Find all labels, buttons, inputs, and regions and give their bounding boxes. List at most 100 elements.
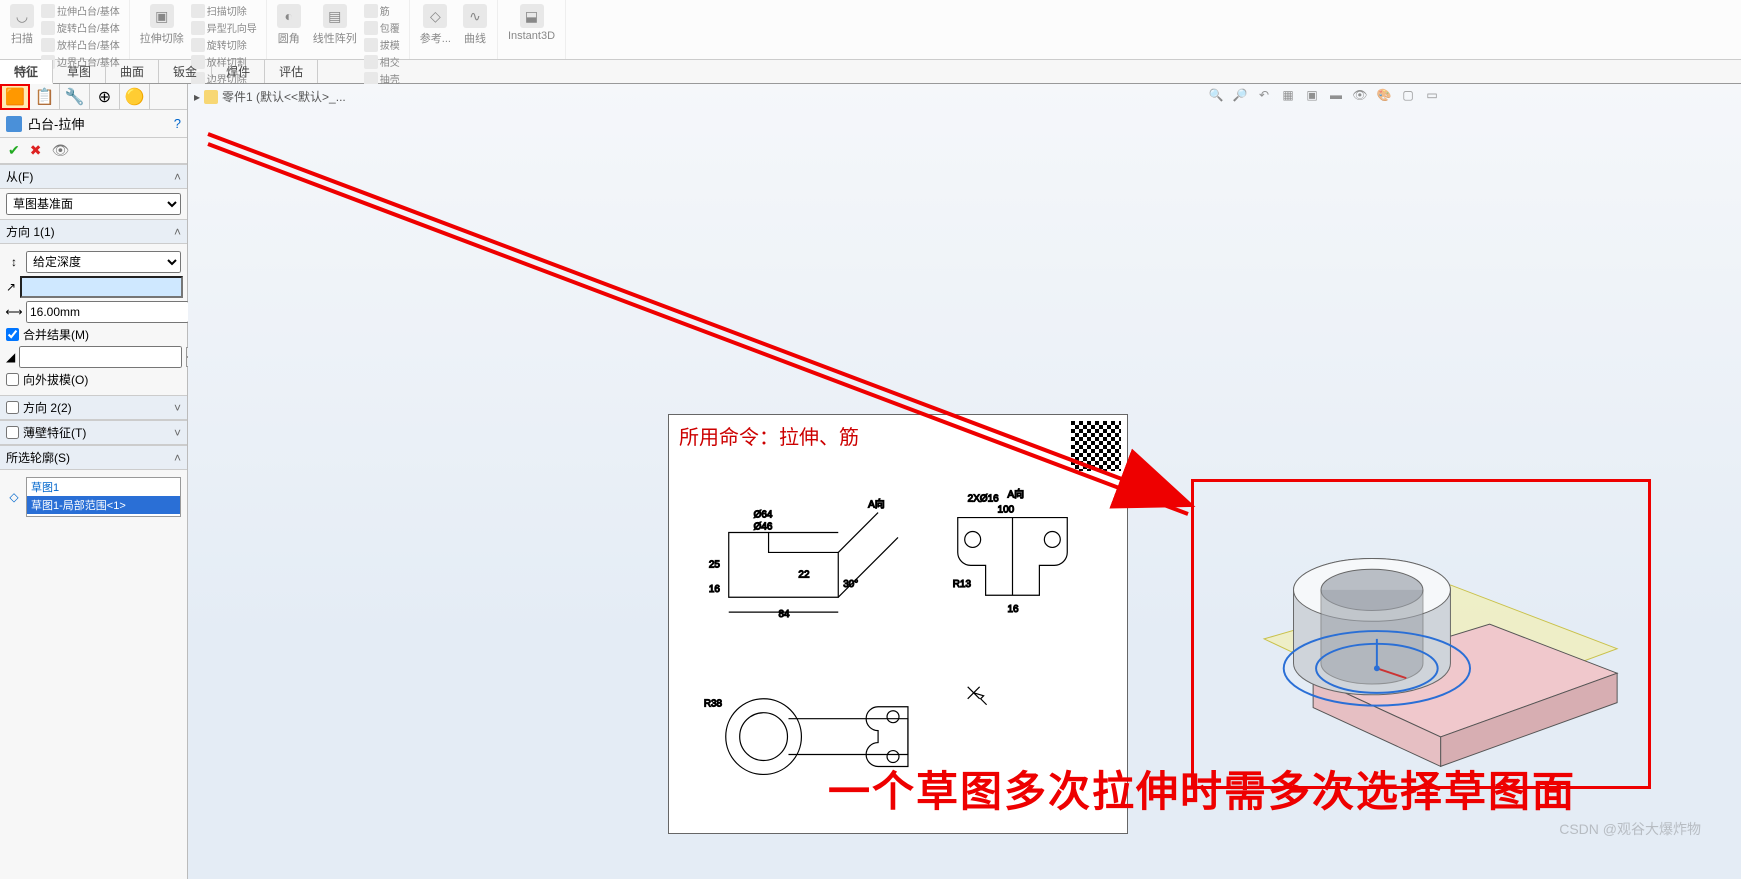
cancel-icon[interactable]: ✖	[30, 142, 42, 159]
draft-outward-checkbox[interactable]	[6, 373, 19, 386]
extrude-icon	[6, 116, 22, 132]
pm-tab-feature-icon[interactable]: 🟧	[0, 84, 30, 110]
svg-text:84: 84	[779, 609, 791, 620]
tab-评估[interactable]: 评估	[265, 60, 318, 83]
zoom-area-icon[interactable]: 🔎	[1231, 86, 1249, 104]
ribbon-small-icon	[191, 4, 205, 18]
qr-code	[1071, 421, 1121, 471]
pm-tab-config-icon[interactable]: 🔧	[60, 84, 90, 110]
dir2-header[interactable]: 方向 2(2) ˅	[0, 395, 187, 420]
chevron-up-icon[interactable]: ˄	[174, 225, 181, 239]
depth-icon: ⟷	[6, 304, 22, 320]
ribbon-small-button[interactable]: 相交	[361, 53, 403, 70]
svg-text:30°: 30°	[843, 579, 858, 590]
part-icon	[204, 90, 218, 104]
dir1-header[interactable]: 方向 1(1) ˄	[0, 219, 187, 244]
chevron-up-icon[interactable]: ˄	[174, 451, 181, 465]
tab-草图[interactable]: 草图	[53, 60, 106, 83]
ribbon-small-button[interactable]: 扫描切除	[188, 2, 260, 19]
confirm-row: ✔ ✖ 👁	[0, 138, 187, 164]
thin-checkbox[interactable]	[6, 426, 19, 439]
chevron-down-icon[interactable]: ˅	[174, 401, 181, 415]
ribbon-small-icon	[41, 38, 55, 52]
draft-input[interactable]	[19, 346, 182, 368]
ribbon-small-button[interactable]: 旋转切除	[188, 36, 260, 53]
contours-header[interactable]: 所选轮廓(S) ˄	[0, 445, 187, 470]
merge-checkbox[interactable]	[6, 328, 19, 341]
tab-曲面[interactable]: 曲面	[106, 60, 159, 83]
svg-text:A向: A向	[868, 498, 885, 511]
prev-view-icon[interactable]: ↶	[1255, 86, 1273, 104]
depth-input[interactable]	[26, 301, 189, 323]
model-highlight-box	[1191, 479, 1651, 789]
preview-icon[interactable]: 👁	[51, 142, 69, 159]
pm-tab-appearance-icon[interactable]: 🟡	[120, 84, 150, 110]
svg-text:100: 100	[998, 505, 1015, 516]
view-orient-icon[interactable]: ▣	[1303, 86, 1321, 104]
ribbon-small-icon	[364, 21, 378, 35]
ribbon-small-button[interactable]: 筋	[361, 2, 403, 19]
draft-icon[interactable]: ◢	[6, 349, 15, 365]
ribbon-icon: ◡	[10, 4, 34, 28]
breadcrumb[interactable]: ▸ 零件1 (默认<<默认>_...	[194, 88, 346, 105]
reverse-dir-icon[interactable]: ↕	[6, 254, 22, 270]
scene-icon[interactable]: ▢	[1399, 86, 1417, 104]
ribbon-button[interactable]: ∿曲线	[459, 2, 491, 48]
pm-tab-display-icon[interactable]: 📋	[30, 84, 60, 110]
ribbon-button[interactable]: ◇参考...	[416, 2, 455, 48]
svg-text:R13: R13	[953, 579, 972, 590]
feature-title-row: 凸台-拉伸 ?	[0, 110, 187, 138]
ribbon-icon: ◇	[423, 4, 447, 28]
svg-text:2XØ16: 2XØ16	[968, 494, 999, 505]
property-manager: 🟧 📋 🔧 ⊕ 🟡 凸台-拉伸 ? ✔ ✖ 👁 从(F) ˄ 草图基准面 方向 …	[0, 84, 188, 879]
contour-list[interactable]: 草图1草图1-局部范围<1>	[26, 477, 181, 517]
ribbon-group: ▣拉伸切除扫描切除异型孔向导旋转切除放样切割边界切除	[130, 0, 267, 59]
chevron-down-icon[interactable]: ˅	[174, 426, 181, 440]
hide-show-icon[interactable]: 👁	[1351, 86, 1369, 104]
end-condition-select[interactable]: 给定深度	[26, 251, 181, 273]
display-style-icon[interactable]: ▬	[1327, 86, 1345, 104]
ribbon-small-button[interactable]: 包覆	[361, 19, 403, 36]
ribbon-button[interactable]: ⬓Instant3D	[504, 2, 559, 44]
tab-特征[interactable]: 特征	[0, 60, 53, 84]
direction-input[interactable]	[20, 276, 183, 298]
ribbon: ◡扫描拉伸凸台/基体旋转凸台/基体放样凸台/基体边界凸台/基体▣拉伸切除扫描切除…	[0, 0, 1741, 60]
contour-item[interactable]: 草图1-局部范围<1>	[27, 496, 180, 514]
view-toolbar: 🔍 🔎 ↶ ▦ ▣ ▬ 👁 🎨 ▢ ▭	[1207, 86, 1441, 104]
chevron-up-icon[interactable]: ˄	[174, 170, 181, 184]
ribbon-group: ◐圆角▤线性阵列筋包覆拔模相交抽壳镜向	[267, 0, 410, 59]
contour-item[interactable]: 草图1	[27, 478, 180, 496]
main-area: 🟧 📋 🔧 ⊕ 🟡 凸台-拉伸 ? ✔ ✖ 👁 从(F) ˄ 草图基准面 方向 …	[0, 84, 1741, 879]
ribbon-group: ◡扫描拉伸凸台/基体旋转凸台/基体放样凸台/基体边界凸台/基体	[0, 0, 130, 59]
svg-text:16: 16	[709, 584, 721, 595]
svg-text:Ø64: Ø64	[754, 510, 773, 521]
from-header[interactable]: 从(F) ˄	[0, 164, 187, 189]
help-icon[interactable]: ?	[174, 116, 181, 131]
tab-钣金[interactable]: 钣金	[159, 60, 212, 83]
tab-焊件[interactable]: 焊件	[212, 60, 265, 83]
ribbon-small-button[interactable]: 旋转凸台/基体	[38, 19, 123, 36]
pm-tab-dim-icon[interactable]: ⊕	[90, 84, 120, 110]
direction-vector-icon[interactable]: ↗	[6, 279, 16, 295]
feature-tabs: 特征草图曲面钣金焊件评估	[0, 60, 1741, 84]
graphics-area[interactable]: ▸ 零件1 (默认<<默认>_... 🔍 🔎 ↶ ▦ ▣ ▬ 👁 🎨 ▢ ▭ 所…	[188, 84, 1741, 879]
ribbon-icon: ◐	[277, 4, 301, 28]
ribbon-small-button[interactable]: 拉伸凸台/基体	[38, 2, 123, 19]
svg-text:16: 16	[1008, 604, 1020, 615]
section-icon[interactable]: ▦	[1279, 86, 1297, 104]
appearance-icon[interactable]: 🎨	[1375, 86, 1393, 104]
merge-label: 合并结果(M)	[23, 326, 89, 343]
ribbon-small-button[interactable]: 异型孔向导	[188, 19, 260, 36]
feature-title: 凸台-拉伸	[28, 114, 84, 133]
from-select[interactable]: 草图基准面	[6, 193, 181, 215]
ok-icon[interactable]: ✔	[8, 142, 20, 159]
thin-header[interactable]: 薄壁特征(T) ˅	[0, 420, 187, 445]
svg-text:R38: R38	[704, 699, 723, 710]
watermark: CSDN @观谷大爆炸物	[1559, 819, 1701, 839]
ribbon-small-button[interactable]: 拔模	[361, 36, 403, 53]
zoom-fit-icon[interactable]: 🔍	[1207, 86, 1225, 104]
render-icon[interactable]: ▭	[1423, 86, 1441, 104]
ribbon-small-button[interactable]: 放样凸台/基体	[38, 36, 123, 53]
dir2-checkbox[interactable]	[6, 401, 19, 414]
ribbon-small-icon	[191, 38, 205, 52]
